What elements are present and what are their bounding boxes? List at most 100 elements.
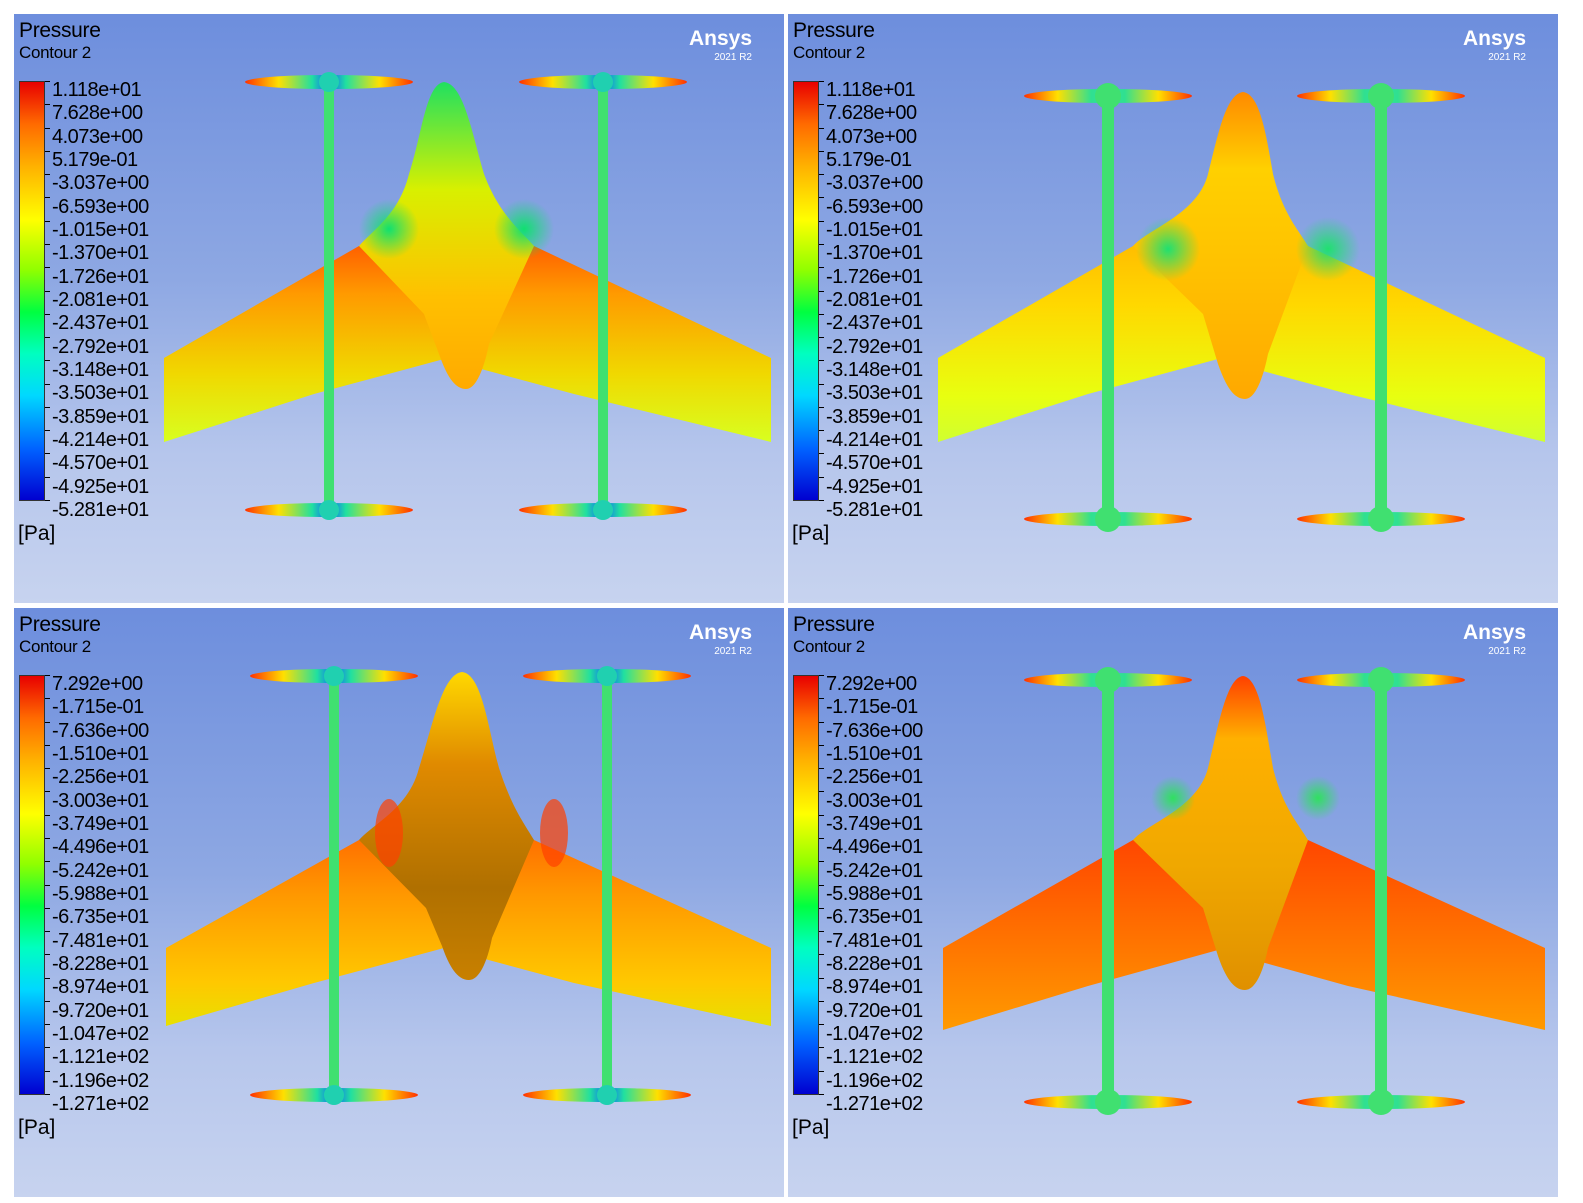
legend-tick <box>819 500 824 501</box>
legend-tick <box>45 476 50 478</box>
legend-tick <box>819 931 824 933</box>
legend-tick <box>45 197 50 199</box>
legend-label: -3.749e+01 <box>826 813 923 835</box>
legend-tick <box>45 313 50 315</box>
legend-tick <box>45 791 50 793</box>
legend-label: -1.015e+01 <box>52 219 149 241</box>
ansys-logo: Ansys <box>1462 27 1526 50</box>
legend-tick <box>819 1000 824 1002</box>
legend-tick <box>819 360 824 362</box>
unit-label: [Pa] <box>792 522 830 545</box>
legend-tick <box>45 220 50 222</box>
legend-label: -8.974e+01 <box>52 976 149 999</box>
legend-tick <box>819 337 824 339</box>
legend-tick <box>819 81 824 82</box>
legend-label: 7.628e+00 <box>826 102 917 125</box>
legend-tick <box>819 721 824 723</box>
legend-tick <box>819 768 824 770</box>
version-label: 2021 R2 <box>1488 52 1526 63</box>
legend-label: -7.481e+01 <box>826 929 923 952</box>
legend-label: -5.242e+01 <box>52 859 149 882</box>
panel-title: Pressure <box>793 613 875 636</box>
legend-label: -4.496e+01 <box>52 836 149 859</box>
legend-label: -8.228e+01 <box>826 953 923 975</box>
legend-tick <box>819 313 824 315</box>
legend-label: -4.925e+01 <box>52 475 149 498</box>
contour-panel-top-left: Pressure Contour 2 Ansys 2021 R2 1.118e+… <box>14 14 784 603</box>
legend-label: -1.047e+02 <box>52 1023 149 1045</box>
legend-label: -4.570e+01 <box>52 452 149 475</box>
legend-tick <box>45 954 50 956</box>
legend-label: -4.214e+01 <box>826 429 923 451</box>
legend-tick <box>819 814 824 816</box>
legend-tick <box>819 837 824 839</box>
legend-tick <box>45 1047 50 1049</box>
legend-tick <box>819 675 824 676</box>
legend-tick <box>45 1094 50 1095</box>
panel-subtitle: Contour 2 <box>793 43 865 62</box>
legend-label: -1.271e+02 <box>52 1093 149 1115</box>
color-legend-bar <box>793 81 819 501</box>
legend-tick <box>819 1024 824 1026</box>
legend-label: -1.510e+01 <box>826 743 923 765</box>
version-label: 2021 R2 <box>1488 646 1526 657</box>
legend-tick <box>45 290 50 292</box>
legend-tick <box>819 884 824 886</box>
legend-tick <box>45 174 50 176</box>
legend-label: -2.437e+01 <box>826 312 923 335</box>
legend-tick <box>45 150 50 152</box>
legend-tick <box>819 220 824 222</box>
legend-label: -3.037e+00 <box>826 172 923 195</box>
legend-tick <box>819 453 824 455</box>
version-label: 2021 R2 <box>714 52 752 63</box>
legend-label: -5.281e+01 <box>826 499 923 521</box>
color-legend-bar <box>793 675 819 1095</box>
unit-label: [Pa] <box>18 1116 56 1139</box>
legend-label: -1.121e+02 <box>826 1046 923 1069</box>
unit-label: [Pa] <box>792 1116 830 1139</box>
contour-panel-top-right: Pressure Contour 2 Ansys 2021 R2 1.118e+… <box>788 14 1558 603</box>
legend-tick <box>819 954 824 956</box>
legend-tick <box>819 290 824 292</box>
legend-label: -2.081e+01 <box>52 289 149 311</box>
legend-label: -5.242e+01 <box>826 859 923 882</box>
legend-label: -9.720e+01 <box>826 999 923 1022</box>
legend-tick <box>819 197 824 199</box>
legend-tick <box>819 127 824 129</box>
legend-label: -8.228e+01 <box>52 953 149 975</box>
legend-label: -8.974e+01 <box>826 976 923 999</box>
legend-label: -1.196e+02 <box>826 1069 923 1092</box>
legend-label: -6.735e+01 <box>52 906 149 929</box>
legend-tick <box>45 721 50 723</box>
legend-tick <box>45 1024 50 1026</box>
aircraft-contour-view <box>943 667 1545 1115</box>
legend-tick <box>45 768 50 770</box>
legend-tick <box>45 814 50 816</box>
contour-panel-bottom-right: Pressure Contour 2 Ansys 2021 R2 7.292e+… <box>788 608 1558 1197</box>
legend-label: 4.073e+00 <box>52 125 143 148</box>
legend-label: -7.481e+01 <box>52 929 149 952</box>
legend-tick <box>819 267 824 269</box>
legend-tick <box>819 1070 824 1072</box>
legend-tick <box>45 243 50 245</box>
legend-label: -3.003e+01 <box>52 789 149 812</box>
legend-label: 5.179e-01 <box>826 149 912 171</box>
legend-tick <box>819 174 824 176</box>
legend-label: -3.859e+01 <box>52 405 149 428</box>
legend-label: -7.636e+00 <box>52 719 149 742</box>
legend-tick <box>45 907 50 909</box>
panel-title: Pressure <box>793 19 875 42</box>
panel-title: Pressure <box>19 613 101 636</box>
panel-subtitle: Contour 2 <box>19 43 91 62</box>
legend-label: -3.148e+01 <box>826 359 923 381</box>
legend-tick <box>819 977 824 979</box>
version-label: 2021 R2 <box>714 646 752 657</box>
legend-label: -3.503e+01 <box>826 382 923 405</box>
legend-label: -3.859e+01 <box>826 405 923 428</box>
panel-subtitle: Contour 2 <box>793 637 865 656</box>
legend-tick <box>45 861 50 863</box>
legend-tick <box>45 931 50 933</box>
legend-tick <box>819 150 824 152</box>
legend-label: -4.925e+01 <box>826 475 923 498</box>
legend-ticks <box>819 675 825 1095</box>
